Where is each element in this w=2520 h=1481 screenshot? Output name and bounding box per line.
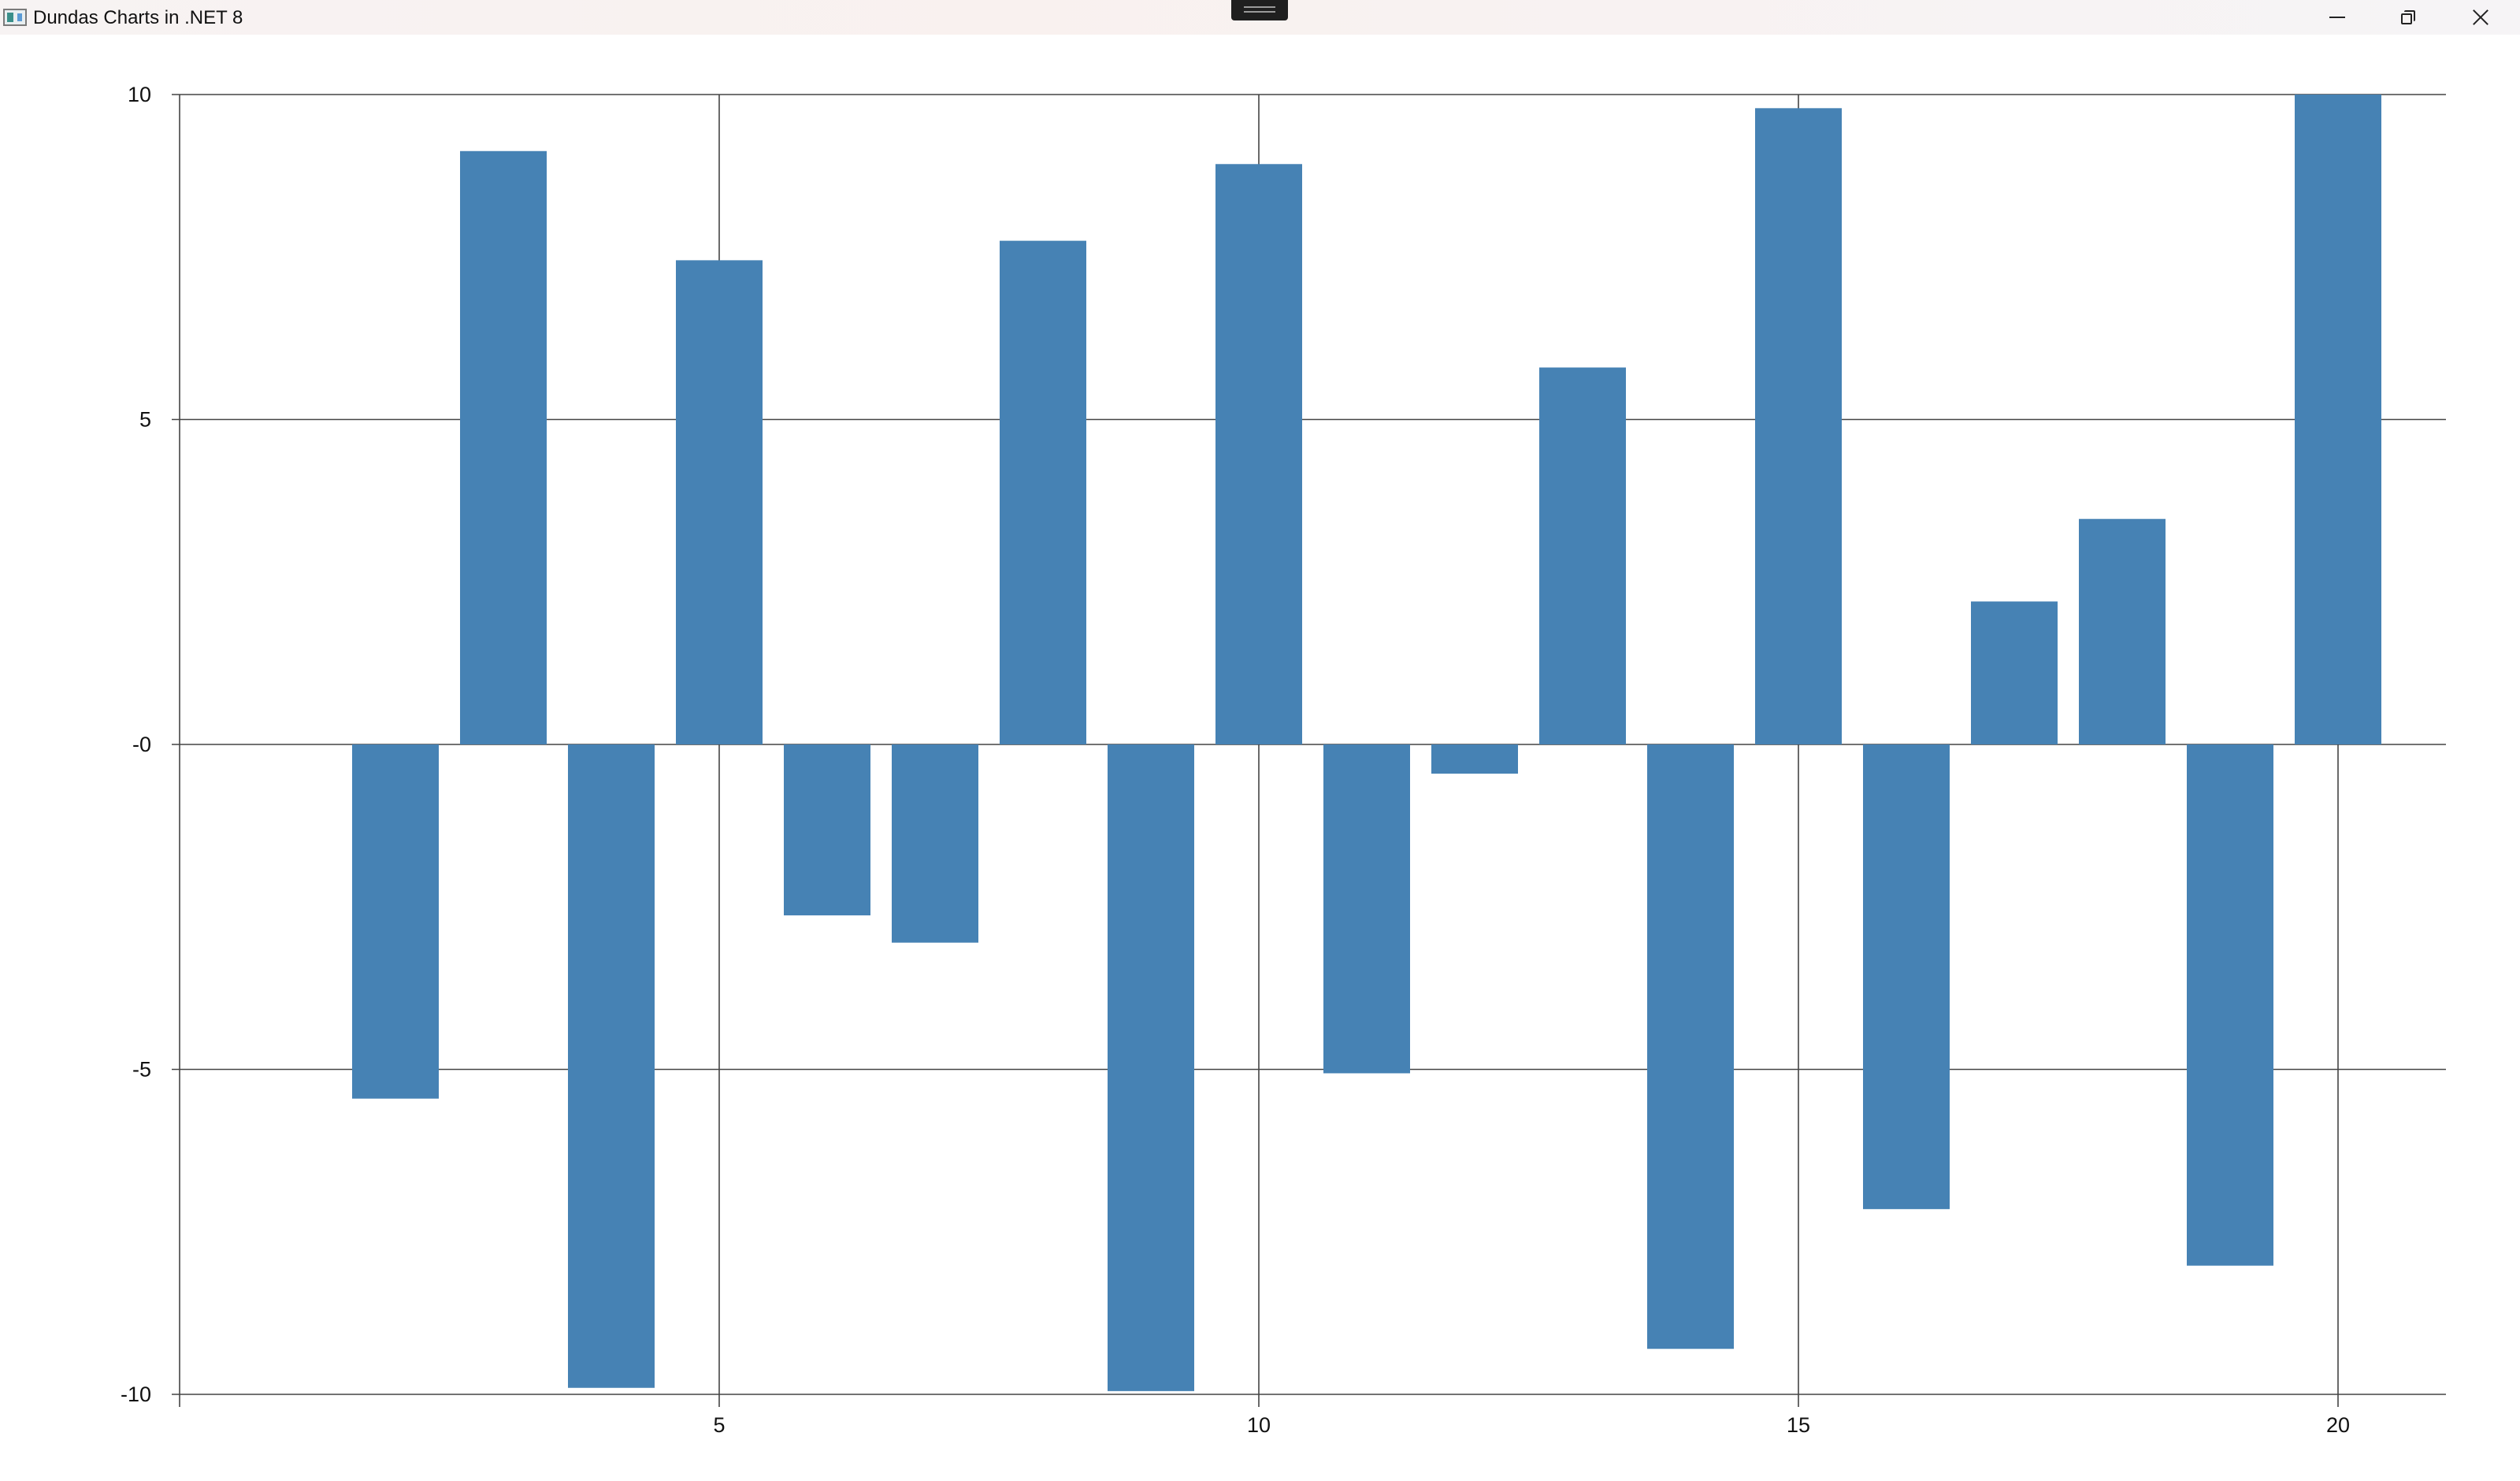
- chart-app-icon[interactable]: [3, 9, 27, 26]
- minimize-icon: [2329, 17, 2345, 18]
- bar-11: [1323, 744, 1410, 1074]
- bar-17: [1971, 601, 2058, 744]
- y-tick-label: -5: [132, 1058, 151, 1082]
- y-tick-label: -0: [132, 733, 151, 756]
- bar-18: [2079, 518, 2166, 744]
- bar-4: [568, 744, 655, 1388]
- bar-chart: 10 5 -0 -5 -10 5 10 15 20: [121, 83, 2446, 1437]
- x-tick-label: 15: [1787, 1413, 1810, 1437]
- close-icon: [2472, 9, 2489, 26]
- minimize-button[interactable]: [2302, 0, 2373, 35]
- bar-3: [460, 150, 547, 744]
- bar-10: [1215, 164, 1302, 744]
- close-button[interactable]: [2445, 0, 2516, 35]
- bar-9: [1108, 744, 1194, 1391]
- bar-2: [352, 744, 439, 1099]
- title-bar[interactable]: Dundas Charts in .NET 8: [0, 0, 2520, 35]
- bar-6: [784, 744, 870, 915]
- bar-13: [1539, 367, 1626, 744]
- maximize-button[interactable]: [2373, 0, 2444, 35]
- x-tick-label: 20: [2326, 1413, 2350, 1437]
- bar-14: [1647, 744, 1734, 1349]
- bar-8: [1000, 240, 1086, 744]
- x-tick-label: 5: [713, 1413, 725, 1437]
- bar-7: [892, 744, 978, 943]
- y-tick-label: 10: [128, 83, 151, 106]
- window-title: Dundas Charts in .NET 8: [33, 7, 243, 28]
- drag-handle-icon[interactable]: [1231, 0, 1288, 20]
- bar-5: [676, 260, 763, 744]
- y-tick-label: 5: [139, 408, 151, 432]
- bar-12: [1431, 744, 1518, 774]
- bar-15: [1755, 108, 1842, 744]
- x-tick-label: 10: [1247, 1413, 1271, 1437]
- bar-20: [2295, 95, 2381, 744]
- y-tick-label: -10: [121, 1383, 151, 1406]
- bar-16: [1863, 744, 1950, 1209]
- bar-19: [2187, 744, 2273, 1266]
- chart-area: 10 5 -0 -5 -10 5 10 15 20: [0, 35, 2520, 1481]
- restore-icon: [2401, 10, 2415, 24]
